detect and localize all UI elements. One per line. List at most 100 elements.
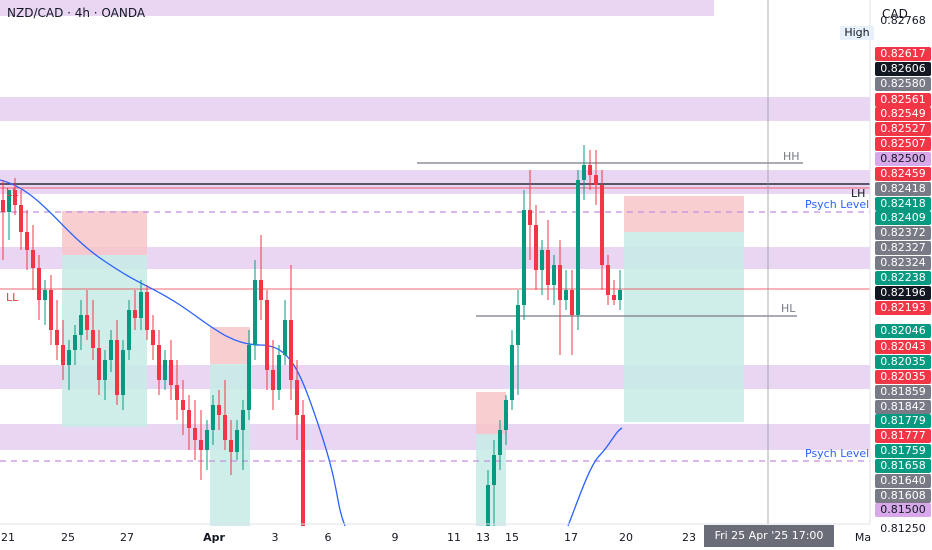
time-label: 23 xyxy=(682,531,696,544)
candle-body xyxy=(1,200,5,212)
price-label: 0.81842 xyxy=(875,400,931,414)
candle-body xyxy=(516,305,520,345)
hh-label: HH xyxy=(783,150,800,163)
candle-body xyxy=(283,320,287,355)
price-label: 0.82459 xyxy=(875,167,931,181)
moving-average-right xyxy=(567,427,623,527)
candle-body xyxy=(612,295,616,300)
candle-body xyxy=(253,280,257,345)
time-label: 27 xyxy=(120,531,134,544)
candle-body xyxy=(115,340,119,395)
candle-body xyxy=(534,225,538,270)
moving-average-left xyxy=(0,179,346,527)
candle-body xyxy=(187,410,191,428)
price-label: 0.81608 xyxy=(875,489,931,503)
candle-body xyxy=(163,360,167,380)
price-label: 0.82035 xyxy=(875,355,931,369)
price-label: 0.82561 xyxy=(875,93,931,107)
price-label: 0.81759 xyxy=(875,444,931,458)
ll-label-mid: LL xyxy=(6,291,19,304)
time-label: Ma xyxy=(854,531,872,544)
price-label: 0.82549 xyxy=(875,107,931,121)
zone-band xyxy=(0,424,870,450)
candle-body xyxy=(31,250,35,268)
time-label: Apr xyxy=(203,531,225,544)
price-label: 0.82606 xyxy=(875,62,931,76)
candle-body xyxy=(241,410,245,430)
price-label: 0.82768 xyxy=(880,14,926,27)
candle-body xyxy=(181,400,185,410)
candle-body xyxy=(265,300,269,370)
candle-body xyxy=(510,345,514,400)
candle-body xyxy=(85,315,89,330)
candle-body xyxy=(217,405,221,415)
time-label: 21 xyxy=(1,531,15,544)
candle-body xyxy=(97,348,101,380)
candle-body xyxy=(277,355,281,390)
candle-body xyxy=(73,335,77,350)
candle-body xyxy=(49,290,53,330)
position-box xyxy=(62,211,147,255)
symbol-title[interactable]: NZD/CAD · 4h · OANDA xyxy=(7,6,146,20)
candle-body xyxy=(528,210,532,225)
price-label: 0.82043 xyxy=(875,340,931,354)
price-label: 0.81779 xyxy=(875,414,931,428)
zone-band xyxy=(0,0,714,16)
candle-body xyxy=(205,430,209,450)
position-box xyxy=(210,327,250,364)
time-label: 17 xyxy=(564,531,578,544)
candle-body xyxy=(7,190,11,212)
candle-body xyxy=(157,345,161,380)
position-box xyxy=(624,232,744,422)
time-label: 6 xyxy=(324,531,332,544)
candle-body xyxy=(169,360,173,385)
candle-body xyxy=(55,330,59,345)
position-box xyxy=(624,196,744,232)
price-label: 0.82409 xyxy=(875,211,931,225)
price-label: 0.81640 xyxy=(875,474,931,488)
price-label: 0.82327 xyxy=(875,241,931,255)
crosshair-time-tag: Fri 25 Apr '25 17:00 xyxy=(704,525,834,547)
price-label: 0.82580 xyxy=(875,77,931,91)
time-label: 20 xyxy=(619,531,633,544)
candle-body xyxy=(19,205,23,232)
time-label: 13 xyxy=(476,531,490,544)
candle-body xyxy=(540,250,544,270)
price-label: 0.82238 xyxy=(875,271,931,285)
candle-body xyxy=(295,380,299,415)
price-label: 0.82507 xyxy=(875,137,931,151)
candle-body xyxy=(13,190,17,205)
candle-body xyxy=(91,330,95,348)
candle-body xyxy=(247,345,251,410)
time-label: 15 xyxy=(505,531,519,544)
price-label: 0.82500 xyxy=(875,152,931,166)
price-label: 0.81859 xyxy=(875,385,931,399)
candle-body xyxy=(103,360,107,380)
candle-body xyxy=(127,310,131,350)
candle-body xyxy=(193,428,197,440)
price-label: 0.82418 xyxy=(875,197,931,211)
candle-body xyxy=(492,455,496,485)
zone-band xyxy=(0,170,870,194)
candle-body xyxy=(486,485,490,526)
currency-label: CAD xyxy=(882,7,908,21)
price-label: 0.82324 xyxy=(875,256,931,270)
candle-body xyxy=(271,370,275,390)
candle-body xyxy=(67,350,71,365)
price-label: 0.82193 xyxy=(875,301,931,315)
candle-body xyxy=(600,185,604,265)
candle-body xyxy=(594,175,598,185)
candle-body xyxy=(522,210,526,305)
price-label: 0.82046 xyxy=(875,324,931,338)
candle-body xyxy=(139,292,143,318)
candle-body xyxy=(37,268,41,300)
price-label: 0.82196 xyxy=(875,286,931,300)
price-label: 0.82617 xyxy=(875,47,931,61)
candle-body xyxy=(133,310,137,318)
ll-label-top: LL xyxy=(6,186,19,199)
candle-body xyxy=(199,440,203,450)
candle-body xyxy=(618,290,622,300)
psych-level-label-lower: Psych Level xyxy=(805,447,870,460)
time-label: 3 xyxy=(271,531,279,544)
